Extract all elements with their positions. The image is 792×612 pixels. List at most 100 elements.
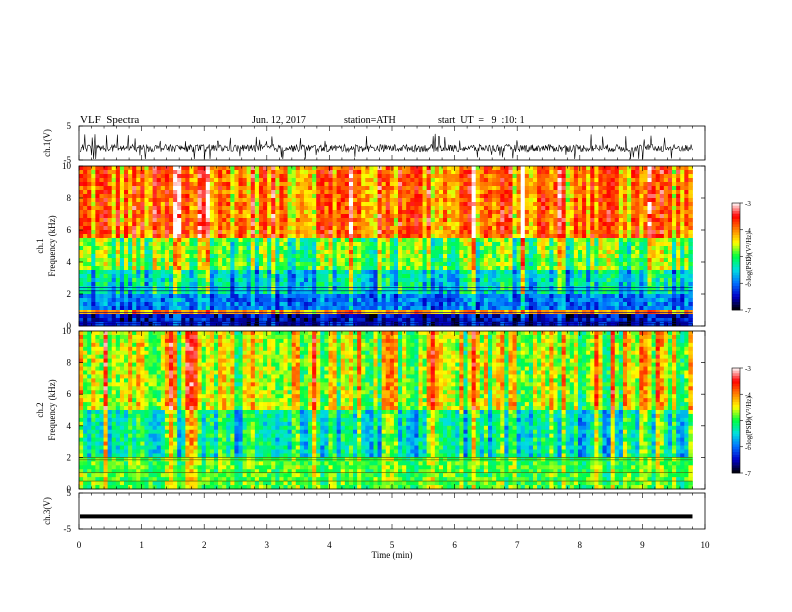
spectrogram-cell — [426, 274, 432, 279]
spectrogram-cell — [569, 258, 575, 263]
spectrogram-cell — [258, 202, 264, 207]
spectrogram-cell — [639, 238, 644, 243]
spectrogram-cell — [443, 174, 448, 179]
spectrogram-cell — [508, 286, 513, 291]
spectrogram-cell — [344, 174, 350, 179]
spectrogram-cell — [500, 274, 505, 279]
spectrogram-cell — [242, 274, 248, 279]
spectrogram-cell — [189, 258, 194, 263]
spectrogram-cell — [312, 174, 317, 179]
spectrogram-cell — [160, 190, 166, 195]
spectrogram-cell — [201, 250, 207, 255]
spectrogram-cell — [676, 186, 681, 191]
spectrogram-cell — [520, 234, 526, 239]
spectrogram-cell — [569, 250, 575, 255]
spectrogram-cell — [365, 178, 370, 183]
spectrogram-cell — [136, 186, 141, 191]
spectrogram-cell — [279, 170, 284, 175]
spectrogram-cell — [606, 178, 612, 183]
spectrogram-cell — [504, 186, 509, 191]
spectrogram-cell — [483, 174, 489, 179]
spectrogram-cell — [226, 174, 231, 179]
spectrogram-cell — [487, 242, 493, 247]
spectrogram-cell — [320, 214, 325, 219]
spectrogram-cell — [336, 254, 342, 259]
spectrogram-cell — [586, 250, 591, 255]
spectrogram-cell — [557, 210, 562, 215]
spectrogram-cell — [381, 266, 387, 271]
spectrogram-cell — [663, 218, 669, 223]
spectrogram-cell — [258, 282, 264, 287]
spectrogram-cell — [115, 166, 121, 171]
spectrogram-cell — [222, 258, 227, 263]
spectrogram-cell — [279, 294, 284, 299]
spectrogram-cell — [287, 294, 293, 299]
spectrogram-cell — [263, 262, 268, 267]
spectrogram-cell — [455, 182, 460, 187]
spectrogram-cell — [528, 194, 534, 199]
spectrogram-cell — [459, 238, 464, 243]
spectrogram-cell — [246, 218, 252, 223]
spectrogram-cell — [414, 290, 419, 295]
spectrogram-cell — [492, 178, 497, 183]
spectrogram-cell — [443, 166, 448, 171]
spectrogram-cell — [389, 270, 395, 275]
spectrogram-cell — [614, 230, 620, 235]
spectrogram-cell — [688, 238, 693, 243]
spectrogram-cell — [344, 290, 350, 295]
spectrogram-cell — [164, 266, 170, 271]
spectrogram-cell — [598, 294, 603, 299]
spectrogram-cell — [160, 226, 166, 231]
spectrogram-cell — [455, 186, 460, 191]
spectrogram-cell — [287, 274, 293, 279]
spectrogram-cell — [193, 238, 199, 243]
spectrogram-cell — [500, 166, 505, 171]
spectrogram-cell — [684, 274, 689, 279]
spectrogram-cell — [242, 194, 248, 199]
spectrogram-cell — [242, 234, 248, 239]
spectrogram-cell — [594, 270, 599, 275]
spectrogram-cell — [532, 238, 538, 243]
spectrogram-cell — [353, 258, 358, 263]
spectrogram-cell — [385, 222, 391, 227]
spectrogram-cell — [455, 278, 460, 283]
spectrogram-cell — [541, 214, 546, 219]
spectrogram-cell — [663, 234, 669, 239]
spectrogram-cell — [565, 274, 571, 279]
spectrogram-cell — [271, 206, 276, 211]
spectrogram-cell — [590, 290, 595, 295]
spectrogram-cell — [164, 186, 170, 191]
spectrogram-cell — [316, 214, 321, 219]
spectrogram-cell — [622, 270, 628, 275]
spectrogram-cell — [189, 222, 194, 227]
spectrogram-cell — [344, 226, 350, 231]
spectrogram-cell — [528, 174, 534, 179]
spectrogram-cell — [267, 234, 272, 239]
spectrogram-cell — [528, 230, 534, 235]
spectrogram-cell — [553, 286, 558, 291]
spectrogram-cell — [516, 166, 522, 171]
spectrogram-cell — [250, 166, 256, 171]
spectrogram-cell — [622, 258, 628, 263]
spectrogram-cell — [320, 282, 325, 287]
spectrogram-cell — [103, 166, 109, 171]
spectrogram-cell — [508, 290, 513, 295]
spectrogram-cell — [361, 274, 366, 279]
spectrogram-cell — [320, 254, 325, 259]
spectrogram-cell — [263, 234, 268, 239]
spectrogram-cell — [614, 242, 620, 247]
spectrogram-cell — [463, 250, 468, 255]
spectrogram-cell — [496, 234, 501, 239]
spectrogram-cell — [258, 218, 264, 223]
spectrogram-cell — [95, 182, 100, 187]
spectrogram-cell — [541, 166, 546, 171]
spectrogram-cell — [168, 214, 174, 219]
spectrogram-cell — [385, 194, 391, 199]
spectrogram-cell — [532, 278, 538, 283]
spectrogram-cell — [451, 286, 456, 291]
spectrogram-cell — [430, 290, 436, 295]
spectrogram-cell — [156, 194, 162, 199]
spectrogram-cell — [291, 286, 297, 291]
spectrogram-cell — [193, 222, 199, 227]
spectrogram-cell — [348, 290, 354, 295]
